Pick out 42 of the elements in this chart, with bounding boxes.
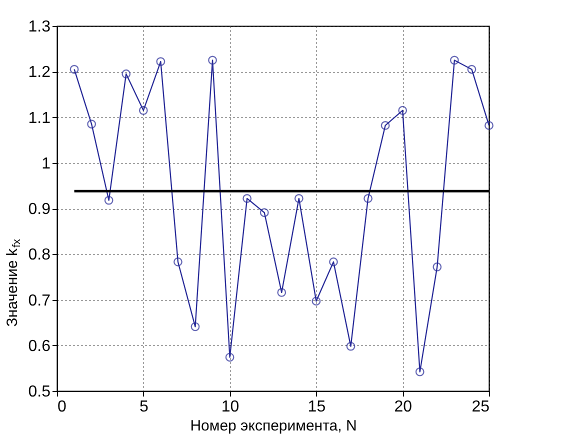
x-tick-label: 15 [308, 398, 326, 416]
y-tick-label: 1.2 [28, 64, 51, 82]
point [225, 352, 234, 362]
point [294, 194, 304, 203]
point [346, 342, 356, 351]
point [208, 56, 217, 65]
point [104, 196, 114, 205]
x-tick-label: 5 [139, 398, 148, 416]
point [242, 194, 252, 203]
y-tick-label: 0.5 [28, 384, 51, 400]
x-tick-label: 20 [394, 398, 412, 416]
point [122, 69, 131, 78]
x-tick-label: 0 [58, 398, 66, 416]
x-tick-label: 10 [221, 398, 240, 416]
point [156, 57, 166, 66]
y-tick-label: 0.8 [28, 246, 51, 264]
y-tick-label: 0.7 [28, 292, 51, 310]
point [380, 120, 390, 130]
point [450, 56, 459, 65]
y-tick-label: 1.3 [28, 18, 51, 36]
y-tick-label: 0.9 [28, 201, 51, 218]
y-tick-label: 1.1 [28, 110, 51, 127]
y-tick-label: 1 [42, 155, 51, 172]
point [398, 106, 408, 115]
x-tick-label: 25 [472, 398, 490, 416]
point [312, 296, 321, 306]
point [190, 322, 200, 332]
point [364, 194, 373, 203]
point [70, 64, 79, 74]
point [87, 120, 96, 129]
y-axis-title: Значение kfx [4, 238, 23, 327]
point [432, 262, 442, 272]
point [138, 106, 148, 115]
point [277, 288, 286, 297]
x-axis-title: Номер эксперимента, N [190, 418, 357, 434]
y-tick-label: 0.6 [28, 338, 51, 355]
point [467, 64, 476, 74]
point [415, 367, 424, 376]
point [260, 208, 269, 218]
point [329, 257, 338, 266]
point [484, 120, 494, 130]
point [173, 257, 182, 266]
